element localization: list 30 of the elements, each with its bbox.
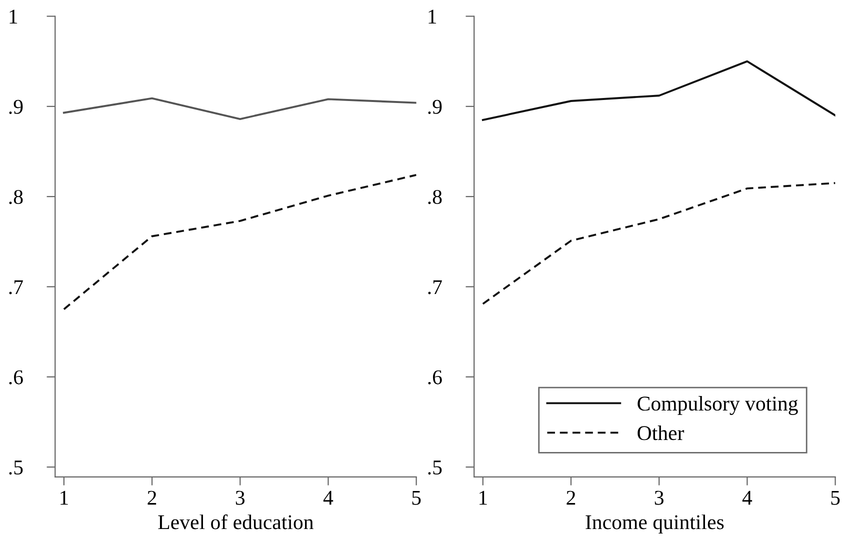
x-tick-label: 2 xyxy=(566,490,576,505)
line-series xyxy=(482,60,836,121)
y-tick-label: .8 xyxy=(9,190,23,204)
y-tick-label: .6 xyxy=(428,370,442,384)
line-series xyxy=(62,97,416,120)
x-axis-title: Level of education xyxy=(158,514,314,530)
x-axis-title: Income quintiles xyxy=(586,514,724,534)
y-tick-label: .8 xyxy=(428,190,442,204)
x-tick-label: 1 xyxy=(60,490,68,505)
y-tick-label: 1 xyxy=(10,10,18,24)
y-tick-label: .7 xyxy=(9,280,23,294)
y-tick-label: .7 xyxy=(428,280,442,294)
y-tick-label: 1 xyxy=(428,10,436,24)
line-series xyxy=(62,174,416,310)
x-tick-label: 3 xyxy=(654,490,664,505)
x-tick-label: 5 xyxy=(412,490,421,505)
x-tick-label: 1 xyxy=(480,490,487,505)
x-tick-label: 5 xyxy=(831,490,840,505)
legend-label: Other xyxy=(638,425,684,440)
y-tick-label: .6 xyxy=(9,370,23,384)
x-tick-label: 4 xyxy=(323,490,334,505)
y-tick-label: .9 xyxy=(9,100,23,114)
y-tick-label: .5 xyxy=(9,460,23,475)
y-tick-label: .5 xyxy=(428,460,442,475)
y-tick-label: .9 xyxy=(428,100,442,114)
x-tick-label: 3 xyxy=(236,490,245,505)
line-series xyxy=(482,182,836,305)
x-tick-label: 2 xyxy=(148,490,156,505)
legend-label: Compulsory voting xyxy=(638,396,798,415)
x-tick-label: 4 xyxy=(742,490,752,505)
